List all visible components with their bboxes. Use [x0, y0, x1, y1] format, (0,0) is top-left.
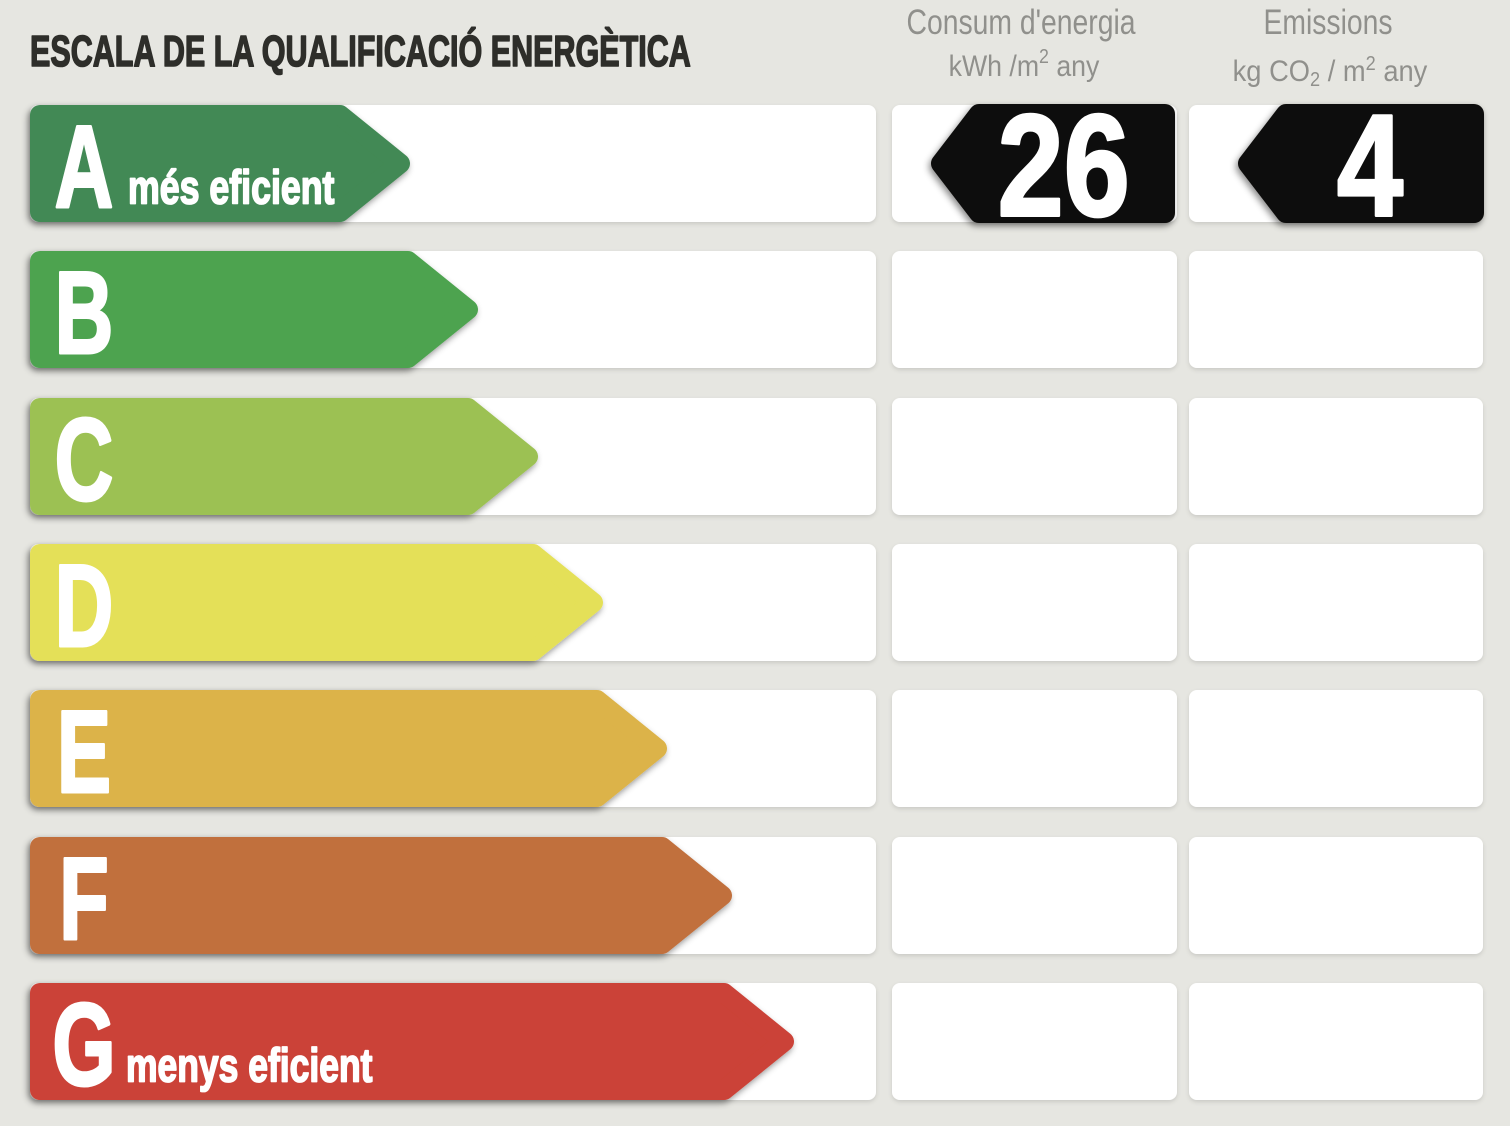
svg-text:26: 26 — [998, 85, 1130, 247]
svg-text:Emissions: Emissions — [1263, 2, 1392, 42]
svg-text:kWh /m2 any: kWh /m2 any — [949, 46, 1100, 83]
svg-text:ESCALA DE LA QUALIFICACIÓ ENER: ESCALA DE LA QUALIFICACIÓ ENERGÈTICA — [30, 25, 691, 76]
svg-text:D: D — [55, 541, 114, 671]
svg-text:4: 4 — [1337, 85, 1403, 247]
svg-text:G: G — [52, 980, 115, 1110]
svg-text:Consum d'energia: Consum d'energia — [906, 2, 1135, 42]
svg-text:B: B — [55, 248, 114, 378]
svg-text:F: F — [59, 834, 109, 964]
svg-text:E: E — [57, 687, 111, 817]
svg-text:menys eficient: menys eficient — [126, 1039, 373, 1092]
svg-text:A: A — [55, 102, 114, 232]
svg-text:C: C — [55, 395, 114, 525]
svg-text:kg CO2 / m2 any: kg CO2 / m2 any — [1233, 53, 1428, 91]
svg-text:més eficient: més eficient — [128, 161, 335, 214]
